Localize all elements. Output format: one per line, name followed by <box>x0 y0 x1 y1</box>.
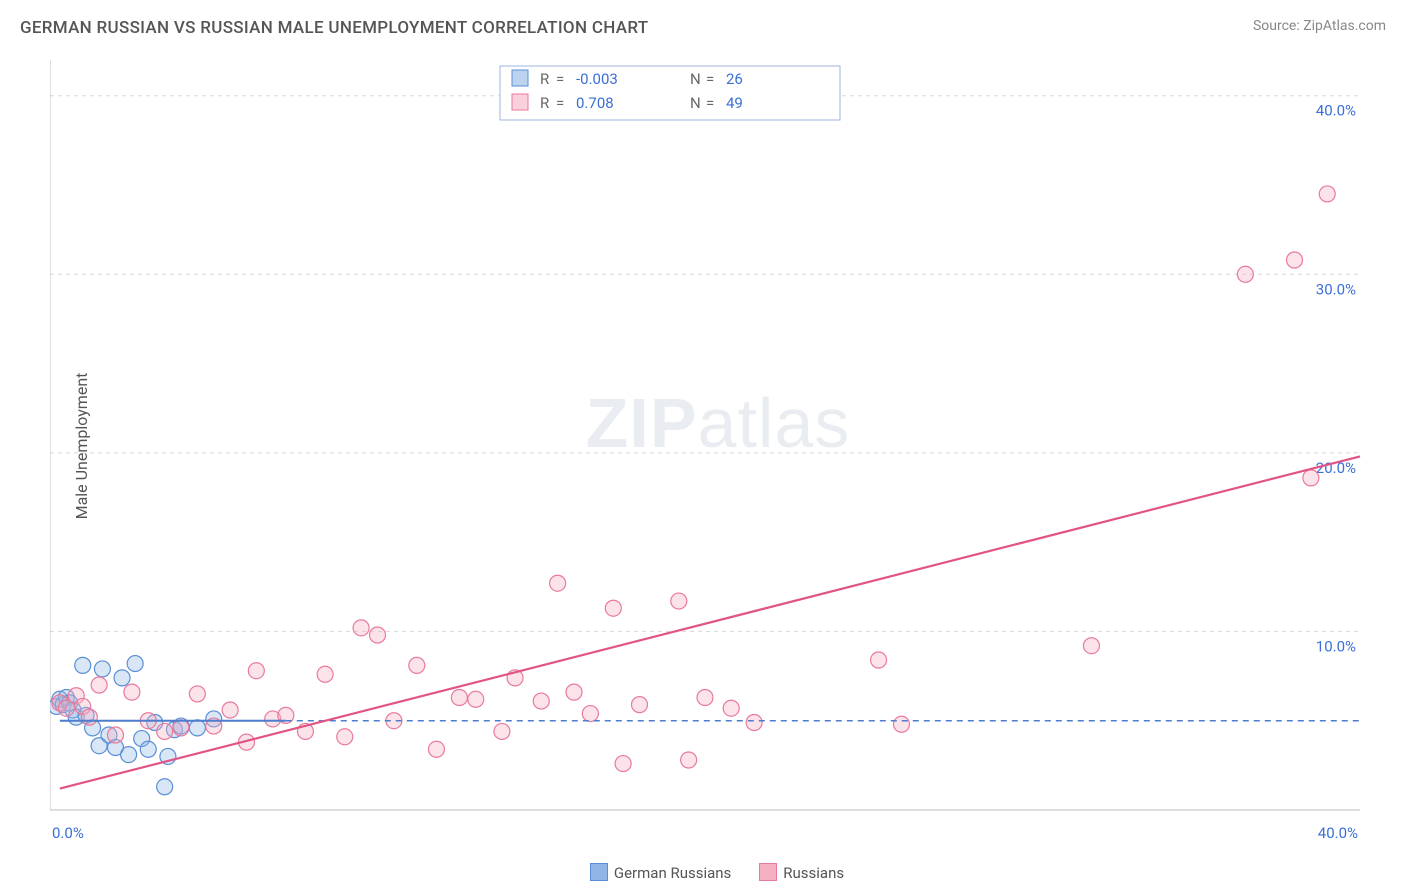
svg-text:0.0%: 0.0% <box>52 824 84 842</box>
svg-text:N: N <box>690 94 701 112</box>
svg-text:40.0%: 40.0% <box>1318 824 1358 842</box>
svg-text:R: R <box>540 94 549 112</box>
svg-text:R: R <box>540 70 549 88</box>
svg-text:=: = <box>556 70 564 88</box>
bottom-legend: German Russians Russians <box>0 863 1406 882</box>
legend-swatch <box>759 863 777 881</box>
source-credit: Source: ZipAtlas.com <box>1253 18 1386 34</box>
svg-text:40.0%: 40.0% <box>1316 102 1356 120</box>
scatter-chart: 10.0%20.0%30.0%40.0%0.0%40.0%R=-0.003N=2… <box>50 60 1386 850</box>
svg-text:=: = <box>706 70 714 88</box>
source-label: Source: <box>1253 18 1300 34</box>
svg-text:0.708: 0.708 <box>576 94 614 112</box>
svg-text:N: N <box>690 70 701 88</box>
svg-text:30.0%: 30.0% <box>1316 280 1356 298</box>
svg-text:10.0%: 10.0% <box>1316 637 1356 655</box>
chart-container: 10.0%20.0%30.0%40.0%0.0%40.0%R=-0.003N=2… <box>50 60 1386 850</box>
svg-text:=: = <box>556 94 564 112</box>
legend-label: Russians <box>783 864 844 882</box>
svg-text:49: 49 <box>726 94 743 112</box>
svg-text:26: 26 <box>726 70 743 88</box>
legend-label: German Russians <box>614 864 731 882</box>
source-value: ZipAtlas.com <box>1303 18 1386 34</box>
svg-text:=: = <box>706 94 714 112</box>
svg-text:-0.003: -0.003 <box>576 70 618 88</box>
page-title: GERMAN RUSSIAN VS RUSSIAN MALE UNEMPLOYM… <box>20 18 648 38</box>
legend-swatch <box>590 863 608 881</box>
